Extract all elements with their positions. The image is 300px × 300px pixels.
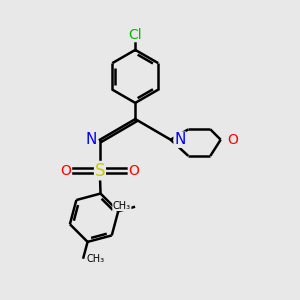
Text: CH₃: CH₃: [86, 254, 104, 264]
Text: S: S: [95, 162, 105, 180]
Text: CH₃: CH₃: [113, 201, 131, 211]
Text: N: N: [85, 132, 96, 147]
Text: Cl: Cl: [128, 28, 142, 42]
Text: O: O: [227, 133, 238, 147]
Text: N: N: [174, 132, 185, 147]
Text: O: O: [61, 164, 71, 178]
Text: O: O: [128, 164, 139, 178]
